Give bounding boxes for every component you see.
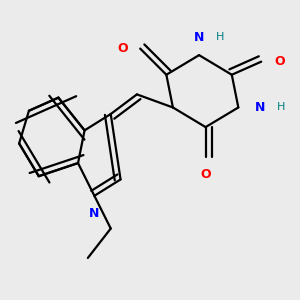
Text: N: N (89, 207, 100, 220)
Text: N: N (254, 101, 265, 114)
Text: H: H (277, 103, 285, 112)
Text: O: O (117, 42, 128, 55)
Text: N: N (194, 31, 204, 44)
Text: O: O (200, 168, 211, 181)
Text: O: O (274, 55, 284, 68)
Text: H: H (216, 32, 224, 42)
